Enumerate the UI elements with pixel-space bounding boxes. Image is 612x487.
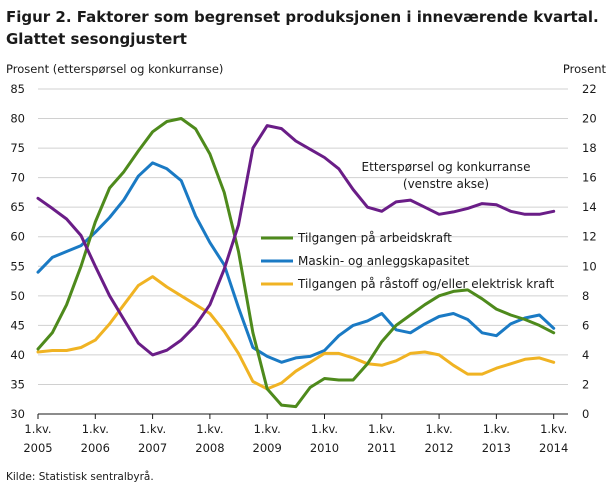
x-tick-label-bottom-7: 2012 — [424, 441, 453, 455]
x-tick-label-bottom-5: 2010 — [310, 441, 339, 455]
source-note: Kilde: Statistisk sentralbyrå. — [6, 470, 154, 483]
left-y-ticks: 30 35 40 45 50 55 60 65 70 75 80 85 — [10, 82, 25, 421]
x-tick-label-top-6: 1.kv. — [368, 422, 395, 436]
x-tick-label-top-5: 1.kv. — [311, 422, 338, 436]
right-y-tick-10: 20 — [582, 112, 597, 126]
right-y-tick-11: 22 — [582, 82, 597, 96]
right-y-tick-7: 14 — [582, 200, 597, 214]
left-y-tick-0: 30 — [10, 407, 25, 421]
legend-label-1: Tilgangen på arbeidskraft — [297, 231, 452, 245]
series-line-1 — [36, 117, 556, 409]
x-tick-label-top-8: 1.kv. — [483, 422, 510, 436]
left-y-tick-5: 55 — [10, 259, 25, 273]
legend-label-3: Tilgangen på råstoff og/eller elektrisk … — [297, 277, 555, 291]
right-y-tick-4: 8 — [582, 289, 589, 303]
right-y-ticks: 0 2 4 6 8 10 12 14 16 18 20 22 — [582, 82, 597, 421]
right-y-tick-0: 0 — [582, 407, 589, 421]
left-y-tick-1: 35 — [10, 377, 25, 391]
annotation-line2: (venstre akse) — [403, 177, 489, 191]
left-y-tick-3: 45 — [10, 318, 25, 332]
x-tick-label-top-1: 1.kv. — [82, 422, 109, 436]
x-tick-label-top-3: 1.kv. — [196, 422, 223, 436]
right-axis-label: Prosent — [563, 62, 607, 76]
x-tick-label-bottom-6: 2011 — [367, 441, 396, 455]
right-y-tick-6: 12 — [582, 230, 597, 244]
x-ticks: 1.kv. 2005 1.kv. 2006 1.kv. 2007 1.kv. 2008 1.kv… — [23, 414, 568, 455]
right-y-tick-1: 2 — [582, 377, 589, 391]
x-tick-label-bottom-8: 2013 — [482, 441, 511, 455]
left-y-tick-9: 75 — [10, 141, 25, 155]
left-y-tick-6: 60 — [10, 230, 25, 244]
chart-title-line1: Figur 2. Faktorer som begrenset produksj… — [6, 8, 599, 26]
x-tick-label-bottom-0: 2005 — [23, 441, 52, 455]
left-y-tick-2: 40 — [10, 348, 25, 362]
right-y-tick-9: 18 — [582, 141, 597, 155]
chart-title-line2: Glattet sesongjustert — [6, 30, 187, 48]
legend-label-2: Maskin- og anleggskapasitet — [298, 254, 470, 268]
left-y-tick-8: 70 — [10, 171, 25, 185]
x-tick-label-top-4: 1.kv. — [254, 422, 281, 436]
x-tick-label-bottom-1: 2006 — [81, 441, 110, 455]
series-line-2 — [36, 161, 556, 364]
left-y-tick-4: 50 — [10, 289, 25, 303]
x-tick-label-bottom-3: 2008 — [195, 441, 224, 455]
annotation-line1: Etterspørsel og konkurranse — [362, 160, 531, 174]
x-tick-label-top-2: 1.kv. — [139, 422, 166, 436]
legend: Tilgangen på arbeidskraft Maskin- og anle… — [261, 231, 555, 291]
right-y-tick-8: 16 — [582, 171, 597, 185]
x-tick-label-bottom-9: 2014 — [539, 441, 568, 455]
x-tick-label-bottom-4: 2009 — [253, 441, 282, 455]
right-y-tick-2: 4 — [582, 348, 589, 362]
series-lines — [36, 117, 556, 409]
x-tick-label-bottom-2: 2007 — [138, 441, 167, 455]
right-y-tick-3: 6 — [582, 318, 589, 332]
x-tick-label-top-0: 1.kv. — [24, 422, 51, 436]
series-line-0 — [36, 124, 556, 357]
right-y-tick-5: 10 — [582, 259, 597, 273]
x-tick-label-top-9: 1.kv. — [540, 422, 567, 436]
series-line-3 — [36, 275, 556, 391]
left-y-tick-10: 80 — [10, 112, 25, 126]
left-y-tick-7: 65 — [10, 200, 25, 214]
left-y-tick-11: 85 — [10, 82, 25, 96]
x-tick-label-top-7: 1.kv. — [425, 422, 452, 436]
left-axis-label: Prosent (etterspørsel og konkurranse) — [6, 62, 223, 76]
